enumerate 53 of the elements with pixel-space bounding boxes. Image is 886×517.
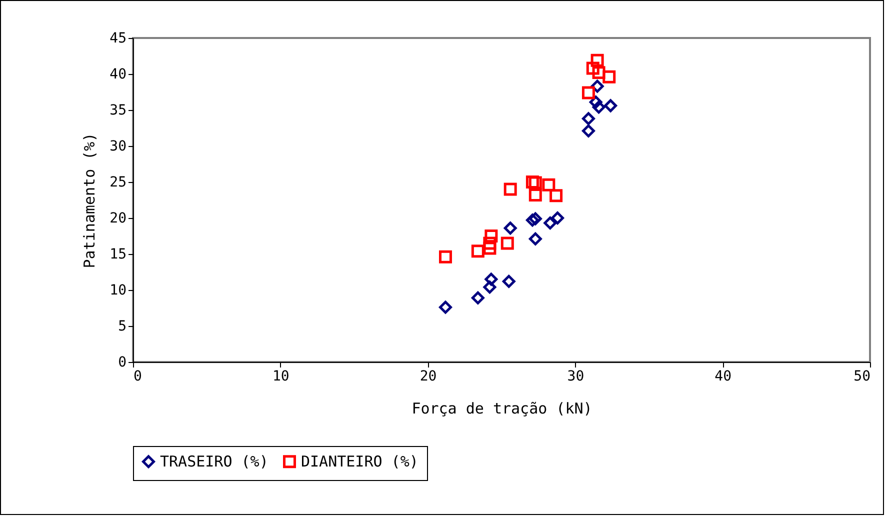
point [438,300,452,314]
point [483,280,496,294]
point [589,96,602,109]
point [582,112,595,126]
point [582,124,595,138]
point [471,291,484,304]
x-axis-title: Força de tração (kN) [412,400,592,418]
x-tick-label: 10 [272,368,290,384]
point [592,66,606,80]
point [500,236,514,250]
point [484,272,498,286]
point [528,232,542,246]
y-tick-label: 25 [110,174,126,190]
point [526,214,539,227]
y-tick-label: 40 [110,66,126,82]
point [582,86,595,100]
point [504,182,517,196]
y-tick-label: 10 [110,282,126,298]
point [471,244,484,258]
x-tick-label: 50 [854,368,870,384]
x-tick-label: 40 [714,368,732,384]
y-tick-label: 0 [118,354,126,370]
point [484,230,498,242]
point [502,274,516,288]
point [604,99,618,112]
y-tick-label: 20 [110,210,126,226]
point [528,212,542,226]
y-tick-label: 5 [118,318,126,334]
point [592,100,606,114]
y-tick-label: 15 [110,246,126,262]
point [528,188,542,202]
point [504,222,517,235]
y-tick-label: 30 [110,138,126,154]
legend-label: DIANTEIRO (%) [301,452,418,471]
point [438,250,452,264]
y-tick-label: 35 [110,102,126,118]
point [550,189,563,202]
x-tick-label: 20 [420,368,437,384]
point [590,54,604,67]
legend-label: TRASEIRO (%) [160,452,268,471]
point [586,62,600,75]
x-tick-label: 30 [567,368,584,384]
point [542,178,556,192]
point [544,216,557,230]
y-tick-label: 45 [110,30,126,46]
point [526,176,539,188]
point [528,176,542,190]
point [483,236,496,250]
point [602,70,616,84]
point [483,242,496,255]
x-tick-label: 0 [134,368,142,384]
y-axis-title: Patinamento (%) [80,132,99,268]
point [551,212,564,224]
